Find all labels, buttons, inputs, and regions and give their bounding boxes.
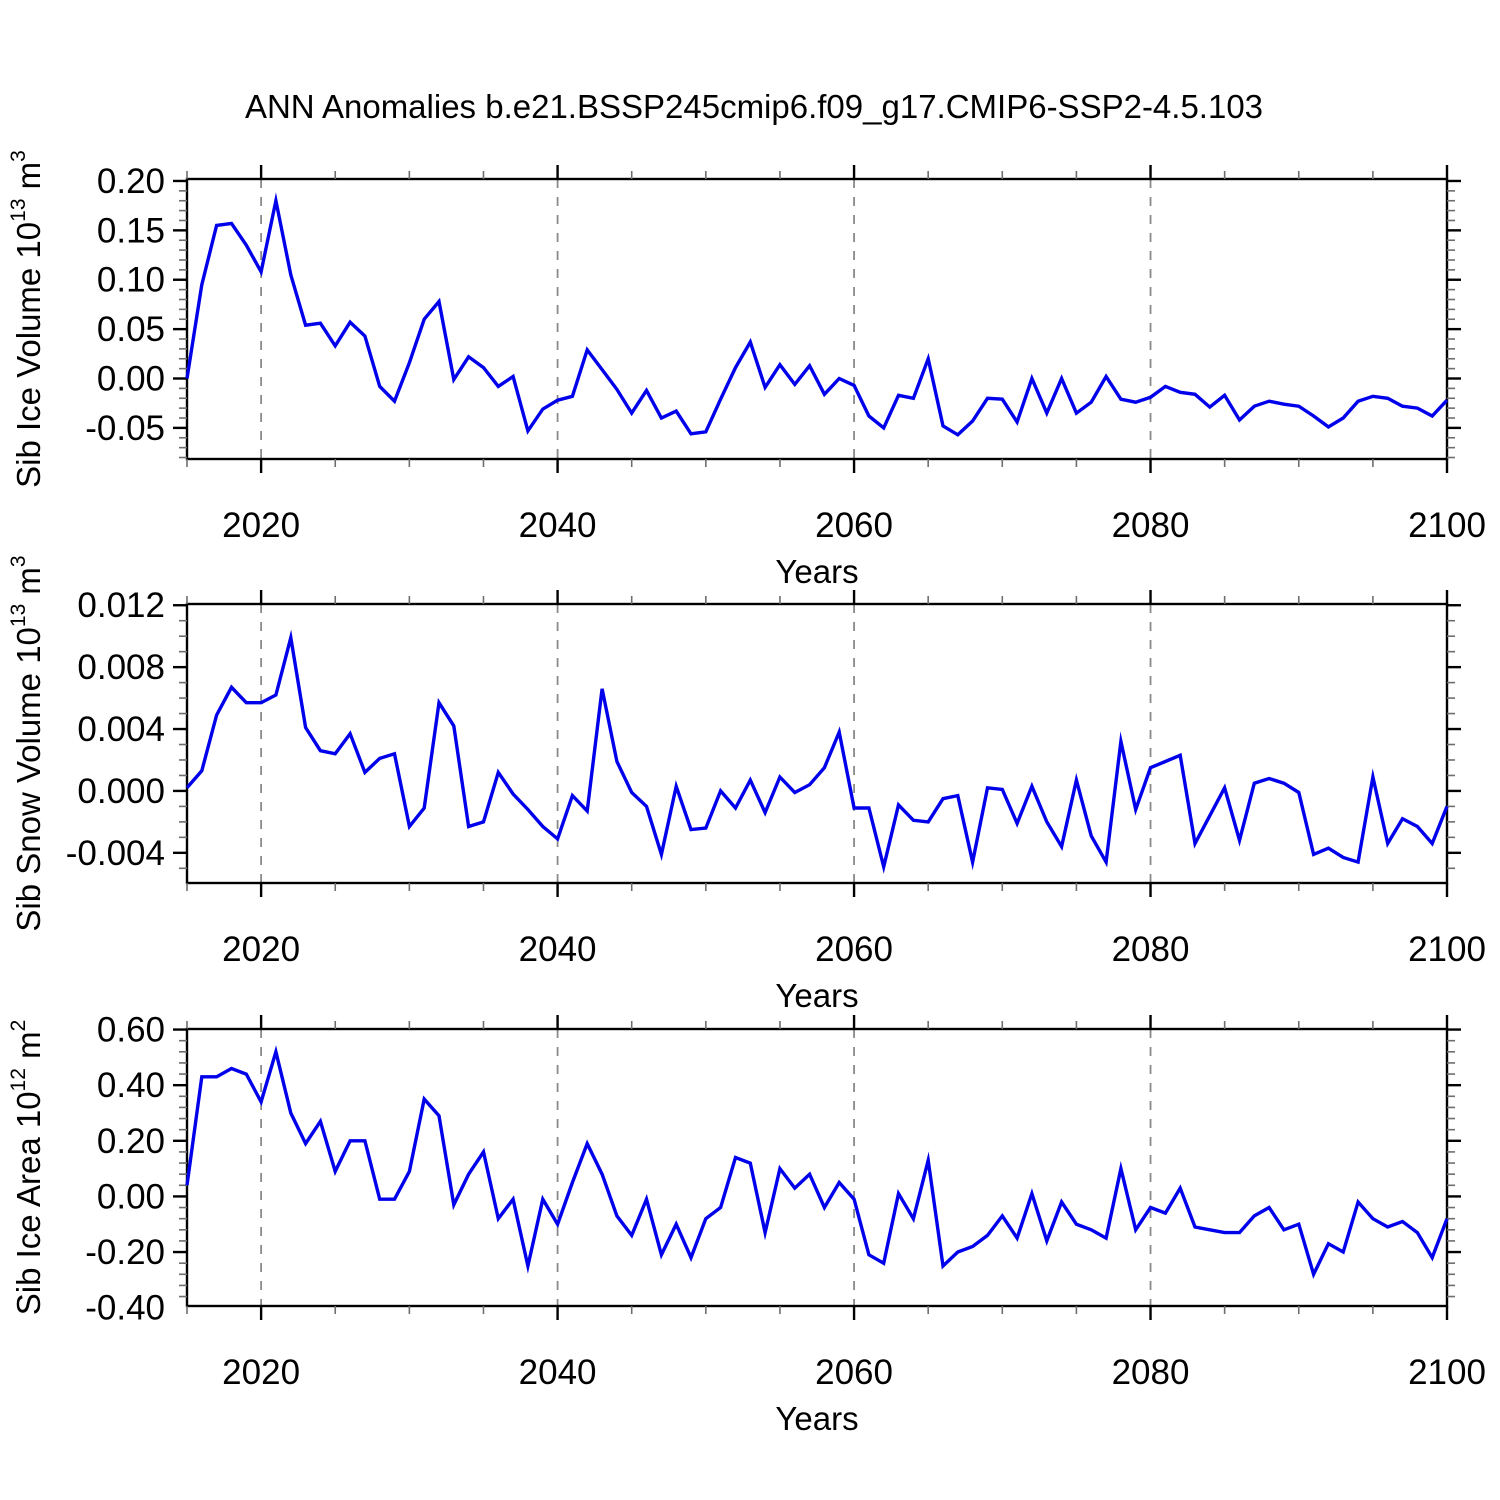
plot-frame bbox=[185, 177, 1449, 461]
series-line-sib-ice-volume bbox=[185, 192, 1449, 437]
x-axis-title: Years bbox=[775, 977, 858, 1014]
plot-frame bbox=[185, 602, 1449, 885]
y-tick-label: 0.004 bbox=[77, 710, 165, 749]
x-tick-label: 2040 bbox=[519, 930, 597, 969]
x-tick-label: 2080 bbox=[1112, 930, 1190, 969]
x-axis-title: Years bbox=[775, 553, 858, 590]
x-tick-label: 2100 bbox=[1408, 506, 1486, 545]
x-axis-title: Years bbox=[775, 1400, 858, 1437]
x-tick-label: 2040 bbox=[519, 1353, 597, 1392]
y-tick-label: -0.004 bbox=[66, 834, 165, 873]
x-tick-label: 2060 bbox=[815, 930, 893, 969]
panel-sib-ice-volume: 0.20 0.15 0.10 0.05 0.00 -0.05 2020 2040 2060 208… bbox=[7, 150, 1486, 590]
x-tick-label: 2080 bbox=[1112, 1353, 1190, 1392]
panel-sib-snow-volume: 0.012 0.008 0.004 0.000 -0.004 2020 2040 2060 20… bbox=[7, 555, 1486, 1014]
y-tick-label: 0.15 bbox=[97, 211, 165, 250]
x-tick-label: 2020 bbox=[222, 1353, 300, 1392]
x-tick-label: 2060 bbox=[815, 506, 893, 545]
y-tick-label: -0.40 bbox=[85, 1289, 165, 1328]
y-axis-title: Sib Ice Volume 1013 m3 bbox=[7, 150, 47, 488]
y-tick-label: 0.05 bbox=[97, 310, 165, 349]
series-line-sib-snow-volume bbox=[185, 629, 1449, 874]
y-tick-label: 0.012 bbox=[77, 586, 165, 625]
y-axis-title: Sib Ice Area 1012 m2 bbox=[7, 1020, 47, 1316]
x-tick-label: 2100 bbox=[1408, 1353, 1486, 1392]
y-tick-label: 0.20 bbox=[97, 1122, 165, 1161]
series-line-sib-ice-area bbox=[185, 1045, 1449, 1279]
panel-sib-ice-area: 0.60 0.40 0.20 0.00 -0.20 -0.40 2020 2040 2060 20… bbox=[7, 1011, 1486, 1437]
x-tick-label: 2040 bbox=[519, 506, 597, 545]
y-tick-label: 0.00 bbox=[97, 360, 165, 399]
x-tick-label: 2100 bbox=[1408, 930, 1486, 969]
y-tick-label: 0.000 bbox=[77, 772, 165, 811]
x-tick-label: 2080 bbox=[1112, 506, 1190, 545]
y-tick-label: -0.05 bbox=[85, 409, 165, 448]
x-tick-label: 2060 bbox=[815, 1353, 893, 1392]
x-tick-label: 2020 bbox=[222, 506, 300, 545]
y-tick-label: 0.00 bbox=[97, 1177, 165, 1216]
y-tick-label: -0.20 bbox=[85, 1233, 165, 1272]
y-tick-label: 0.10 bbox=[97, 261, 165, 300]
y-tick-label: 0.008 bbox=[77, 648, 165, 687]
chart-title: ANN Anomalies b.e21.BSSP245cmip6.f09_g17… bbox=[245, 88, 1263, 125]
y-axis-title: Sib Snow Volume 1013 m3 bbox=[7, 555, 47, 931]
x-tick-label: 2020 bbox=[222, 930, 300, 969]
y-tick-label: 0.40 bbox=[97, 1066, 165, 1105]
y-tick-label: 0.20 bbox=[97, 162, 165, 201]
y-tick-label: 0.60 bbox=[97, 1011, 165, 1050]
plot-frame bbox=[185, 1027, 1449, 1308]
